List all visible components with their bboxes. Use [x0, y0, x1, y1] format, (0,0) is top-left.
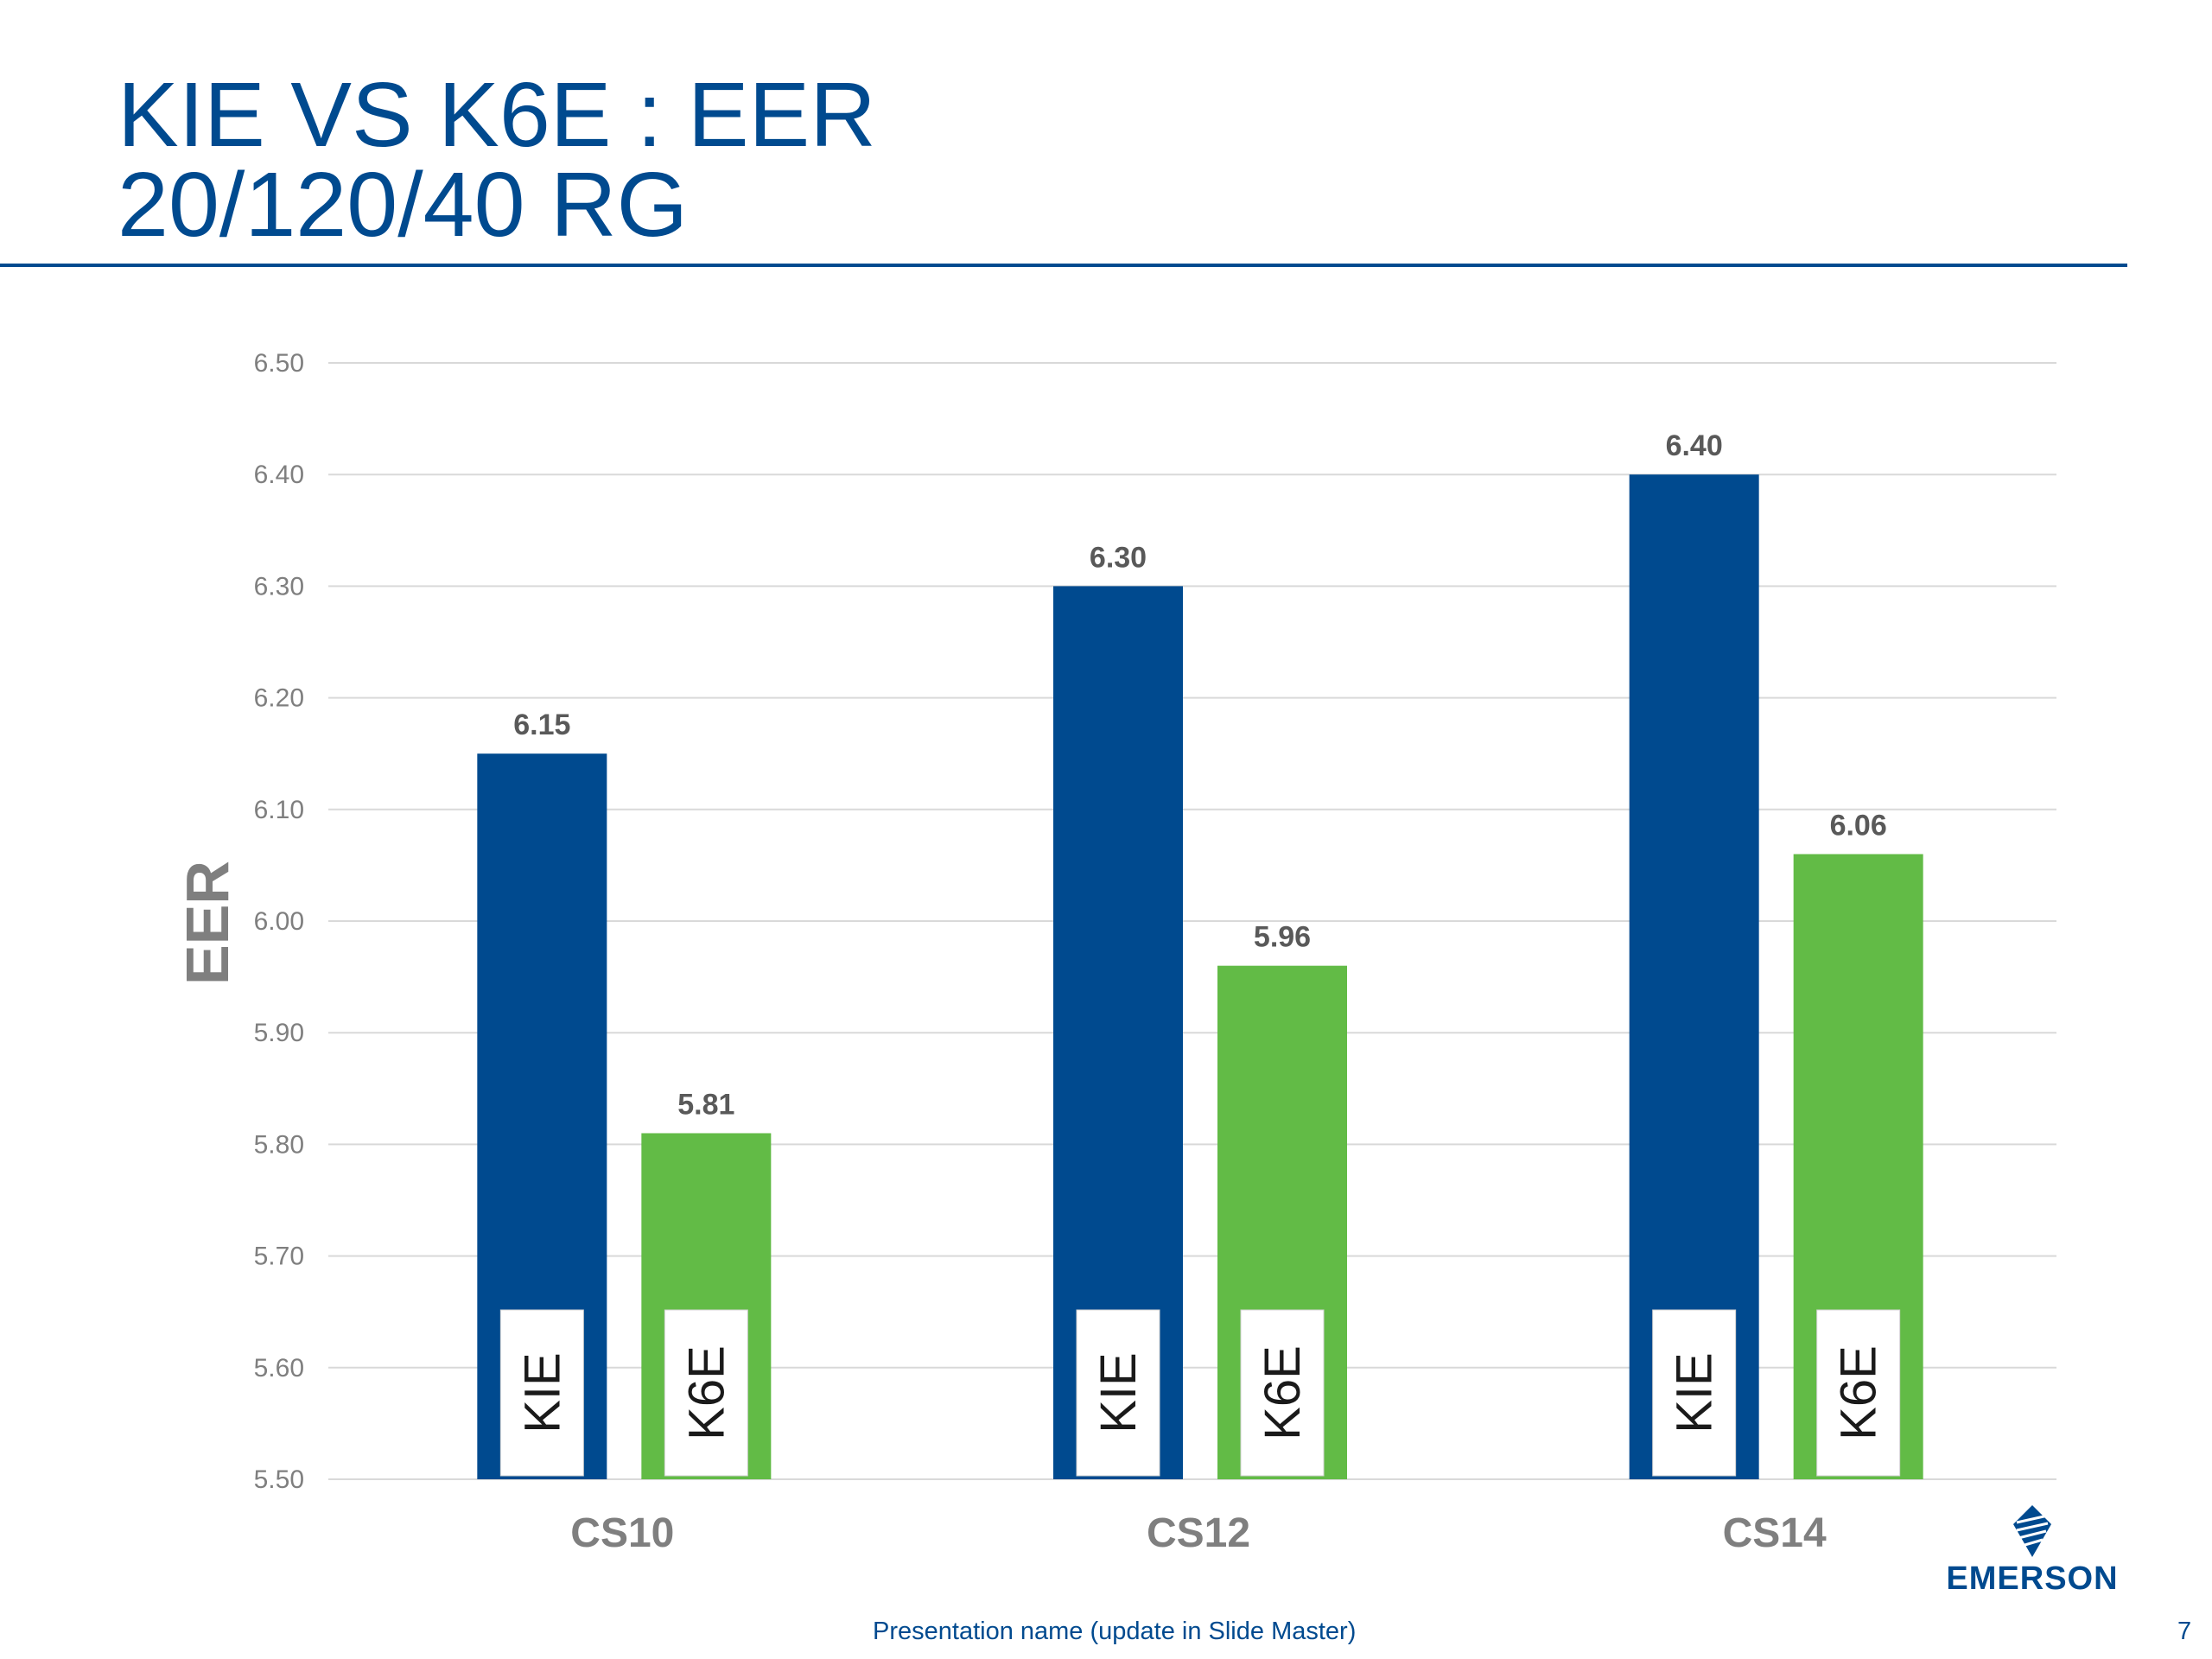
bar-series-tag [664, 1309, 748, 1477]
x-category-label: CS14 [1723, 1510, 1827, 1556]
y-tick-label: 5.60 [254, 1354, 304, 1382]
data-label: 6.15 [513, 709, 570, 741]
data-label: 5.96 [1254, 921, 1311, 954]
data-label: 5.81 [677, 1088, 734, 1121]
slide-title-line-2: 20/120/40 RG [118, 154, 689, 256]
bar-series-tag [1816, 1309, 1901, 1477]
data-labels: 6.15 5.81 6.30 5.96 6.40 6.06 [513, 429, 1887, 1121]
bar-series-tag [499, 1309, 584, 1477]
y-tick-label: 6.10 [254, 796, 304, 824]
y-tick-label: 6.40 [254, 461, 304, 489]
y-tick-label: 6.50 [254, 349, 304, 378]
y-tick-label: 6.20 [254, 684, 304, 713]
bar-series-tag-label: KIE [1090, 1352, 1147, 1433]
footer-presentation-name: Presentation name (update in Slide Maste… [873, 1618, 1357, 1645]
y-axis-ticks: 6.50 6.40 6.30 6.20 6.10 6.00 5.90 5.80 5.70 5.60… [254, 349, 304, 1494]
y-tick-label: 5.90 [254, 1019, 304, 1047]
bar-series-tag [1240, 1309, 1325, 1477]
gridlines [328, 362, 2056, 1480]
slide-title-line-1: KIE VS K6E : EER [118, 64, 876, 166]
y-tick-label: 5.50 [254, 1465, 304, 1494]
page-number: 7 [2177, 1618, 2192, 1645]
bar-series-tag-label: K6E [678, 1345, 734, 1440]
bar-series-tag-label: K6E [1831, 1345, 1887, 1440]
bar-series-tag-label: K6E [1255, 1345, 1311, 1440]
y-tick-label: 5.80 [254, 1130, 304, 1159]
x-category-label: CS10 [570, 1510, 674, 1556]
y-axis-title: EER [174, 861, 241, 985]
data-label: 6.30 [1090, 541, 1147, 574]
bar-series-tag-label: KIE [1667, 1352, 1723, 1433]
y-tick-label: 6.00 [254, 907, 304, 936]
title-divider [0, 264, 2127, 267]
bars: KIE K6E KIE K6E KIE K6E [477, 474, 1923, 1480]
bar-series-tag-label: KIE [514, 1352, 570, 1433]
x-axis-categories: CS10 CS12 CS14 [570, 1510, 1827, 1556]
data-label: 6.40 [1666, 429, 1723, 462]
data-label: 6.06 [1830, 809, 1887, 842]
bar-series-tag [1076, 1309, 1160, 1477]
y-tick-label: 6.30 [254, 572, 304, 601]
y-tick-label: 5.70 [254, 1243, 304, 1271]
emerson-logo-text: EMERSON [1946, 1560, 2119, 1597]
bar-series-tag [1652, 1309, 1737, 1477]
x-category-label: CS12 [1147, 1510, 1250, 1556]
emerson-logo-icon [2013, 1505, 2051, 1557]
emerson-logo: EMERSON [1929, 1505, 2136, 1600]
